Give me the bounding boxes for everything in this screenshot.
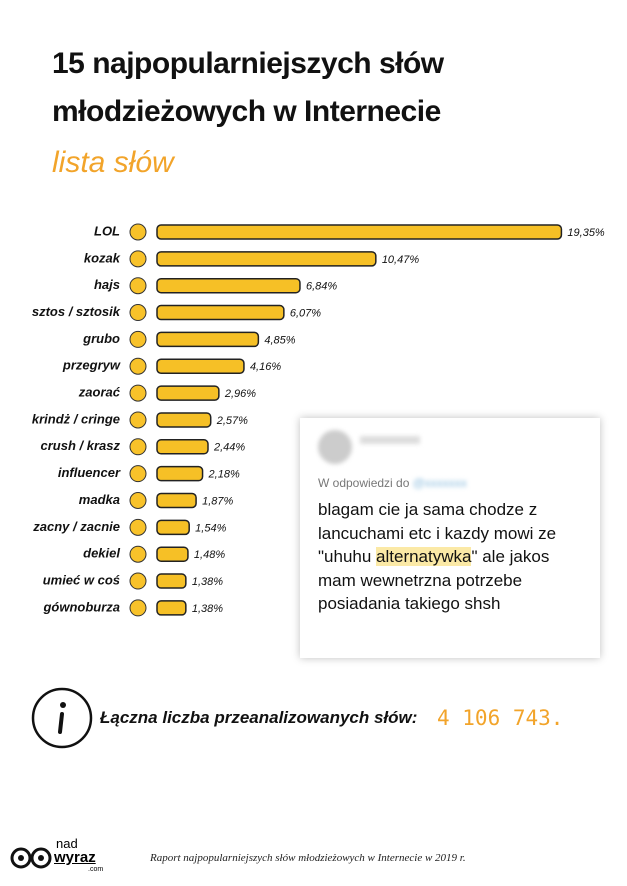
handle-blur [360,436,420,444]
value-label: 4,16% [250,361,281,373]
bar [156,573,187,589]
category-label: gównoburza [42,599,120,614]
title: 15 najpopularniejszych słów młodzieżowyc… [52,47,444,128]
value-label: 1,87% [202,495,233,507]
tweet-body: blagam cie ja sama chodze z lancuchami e… [318,498,556,616]
reply-to: W odpowiedzi do @xxxxxxx [318,476,467,490]
category-label: krindż / cringe [32,411,120,426]
bar [156,492,197,509]
tweet-line: lancuchami etc i kazdy mowi ze [318,523,557,543]
category-label: przegryw [62,358,121,373]
category-label: hajs [94,277,120,292]
tweet-line: "uhuhu alternatywka" ale jakos [318,545,556,569]
emoji [129,518,147,536]
emoji [129,572,147,590]
reply-label: W odpowiedzi do [318,476,410,490]
highlight: alternatywka [376,547,472,566]
value-label: 6,07% [290,307,321,319]
value-label: 2,18% [208,469,240,481]
bar [156,277,301,294]
tweet-line: posiadania takiego shsh [318,594,501,613]
emoji [129,599,147,617]
emoji [129,492,147,509]
emoji [129,330,147,348]
value-label: 4,85% [264,334,295,346]
info-text: Łączna liczba przeanalizowanych słów: [100,708,418,727]
emoji [129,465,147,483]
category-label: influencer [58,465,121,480]
tweet-text: "uhuhu [318,547,377,566]
value-label: 2,96% [224,388,256,400]
tweet-line: mam wewnetrzna potrzebe [318,570,523,590]
value-label: 1,38% [192,603,223,615]
emoji [129,438,147,456]
value-label: 1,48% [194,549,225,561]
category-label: LOL [94,223,120,238]
bar [156,600,187,616]
category-label: madka [79,492,120,507]
value-label: 6,84% [306,281,337,293]
category-label: umieć w coś [43,572,120,587]
info-total: 4 106 743. [437,706,564,730]
bar [156,465,204,482]
emoji [129,250,147,268]
category-label: zaorać [78,385,121,400]
emoji [129,411,147,429]
category-label: zacny / zacnie [32,519,120,534]
bar [156,304,285,321]
logo: nad wyraz .com [10,836,120,876]
emoji [129,277,147,295]
bar [156,385,220,401]
avatar [318,430,352,464]
category-label: grubo [82,331,120,346]
tweet-line: blagam cie ja sama chodze z [318,500,538,519]
bar [156,358,245,374]
bar [156,224,563,240]
info-icon [31,687,93,749]
tweet-card: W odpowiedzi do @xxxxxxx blagam cie ja s… [300,418,600,658]
tweet-text: " ale jakos [471,547,550,566]
value-label: 10,47% [382,254,420,266]
bar [156,251,377,267]
footer-text: Raport najpopularniejszych słów młodzież… [150,852,466,864]
bar [156,546,189,562]
emoji [129,304,147,322]
logo-top: nad [56,836,78,851]
emoji [129,357,147,375]
bar [156,331,260,348]
value-label: 1,54% [195,522,226,534]
chart: LOL 19,35% kozak 10,47% hajs 6,84% sztos / szt… [32,223,605,617]
subtitle: lista słów [52,146,174,179]
emoji [129,223,147,241]
emoji [129,384,147,402]
value-label: 1,38% [192,576,223,588]
logo-bottom: wyraz [54,849,96,866]
logo-domain: .com [88,866,104,873]
bar [156,412,212,428]
category-label: kozak [84,250,121,265]
category-label: sztos / sztosik [32,304,121,319]
value-label: 2,44% [213,442,245,454]
category-label: crush / krasz [41,438,121,453]
bar [156,519,190,536]
bar [156,439,209,455]
value-label: 2,57% [216,415,248,427]
value-label: 19,35% [567,227,605,239]
emoji [129,545,147,563]
category-label: dekiel [83,546,120,561]
